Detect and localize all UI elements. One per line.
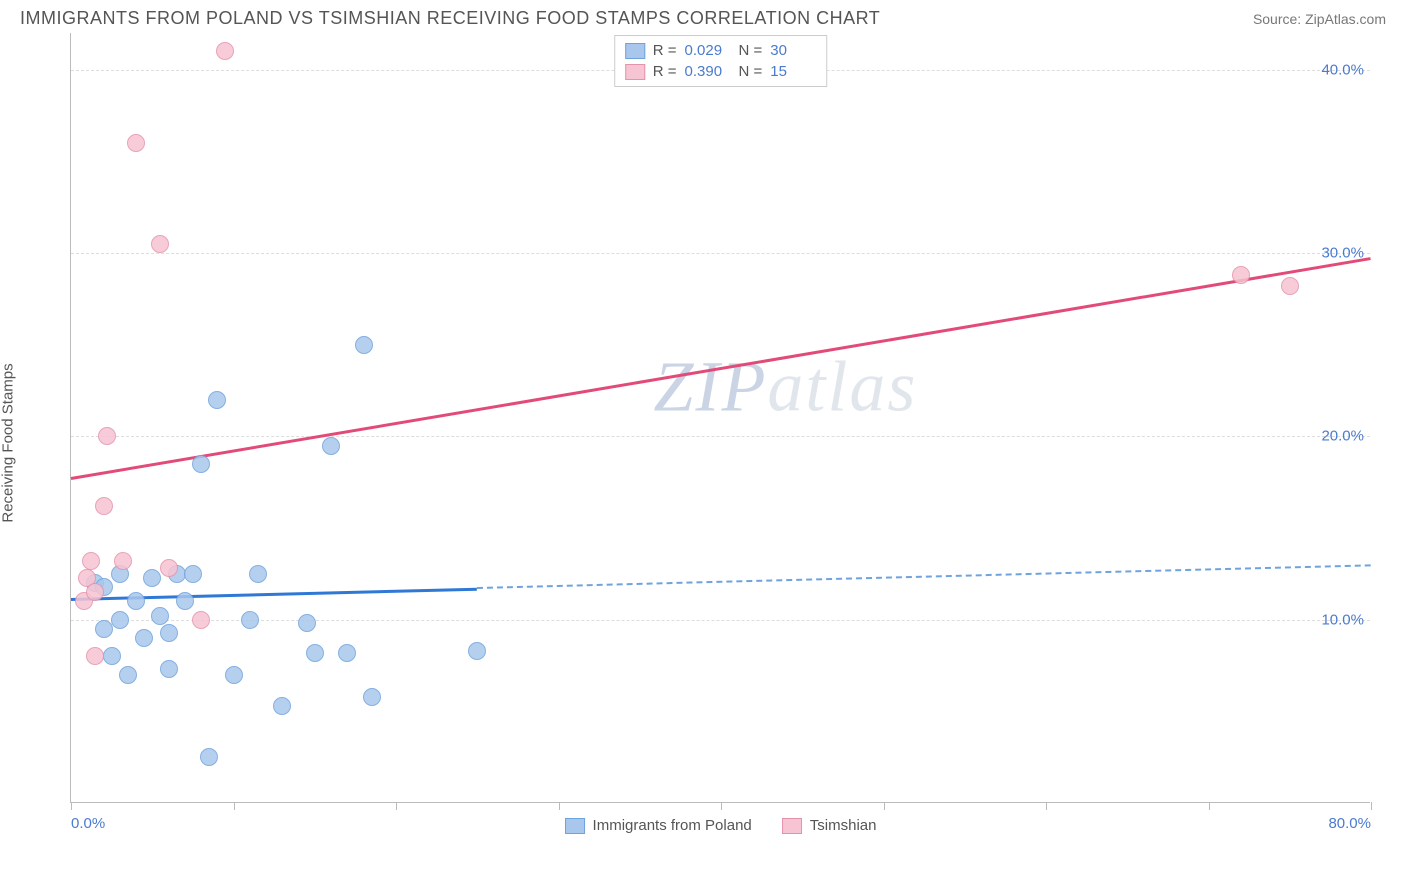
legend-row: R =0.390N =15 (625, 61, 817, 82)
x-tick (884, 802, 885, 810)
trend-line (477, 565, 1371, 590)
plot-region: ZIPatlas 10.0%20.0%30.0%40.0%0.0%80.0%R … (70, 33, 1370, 803)
legend-item: Tsimshian (782, 817, 877, 834)
data-point (338, 644, 356, 662)
chart-area: Receiving Food Stamps ZIPatlas 10.0%20.0… (20, 33, 1386, 853)
data-point (95, 497, 113, 515)
data-point (208, 391, 226, 409)
data-point (225, 666, 243, 684)
data-point (111, 611, 129, 629)
data-point (103, 647, 121, 665)
data-point (160, 559, 178, 577)
x-tick (396, 802, 397, 810)
y-tick-label: 20.0% (1321, 428, 1364, 445)
gridline (71, 253, 1370, 254)
x-tick (234, 802, 235, 810)
data-point (86, 583, 104, 601)
data-point (298, 614, 316, 632)
data-point (200, 748, 218, 766)
x-tick (1371, 802, 1372, 810)
x-tick (559, 802, 560, 810)
x-tick (1209, 802, 1210, 810)
data-point (95, 620, 113, 638)
data-point (273, 697, 291, 715)
chart-header: IMMIGRANTS FROM POLAND VS TSIMSHIAN RECE… (0, 0, 1406, 33)
data-point (184, 565, 202, 583)
data-point (176, 592, 194, 610)
data-point (160, 660, 178, 678)
data-point (135, 629, 153, 647)
legend-stats: R =0.029N =30R =0.390N =15 (614, 35, 828, 87)
data-point (249, 565, 267, 583)
data-point (114, 552, 132, 570)
x-tick-label: 80.0% (1328, 815, 1371, 832)
x-tick-label: 0.0% (71, 815, 105, 832)
legend-swatch (782, 818, 802, 834)
data-point (127, 592, 145, 610)
source-link[interactable]: ZipAtlas.com (1305, 11, 1386, 27)
legend-swatch (625, 43, 645, 59)
data-point (119, 666, 137, 684)
legend-series: Immigrants from Poland Tsimshian (565, 817, 877, 834)
data-point (82, 552, 100, 570)
data-point (192, 611, 210, 629)
data-point (355, 336, 373, 354)
legend-swatch (625, 64, 645, 80)
data-point (160, 624, 178, 642)
data-point (241, 611, 259, 629)
data-point (98, 427, 116, 445)
gridline (71, 436, 1370, 437)
data-point (151, 607, 169, 625)
data-point (363, 688, 381, 706)
data-point (143, 569, 161, 587)
y-tick-label: 10.0% (1321, 611, 1364, 628)
y-axis-label: Receiving Food Stamps (0, 363, 17, 522)
data-point (86, 647, 104, 665)
legend-label: Immigrants from Poland (593, 817, 752, 834)
data-point (192, 455, 210, 473)
legend-item: Immigrants from Poland (565, 817, 752, 834)
x-tick (71, 802, 72, 810)
source-attribution: Source: ZipAtlas.com (1253, 11, 1386, 27)
legend-row: R =0.029N =30 (625, 40, 817, 61)
data-point (306, 644, 324, 662)
gridline (71, 620, 1370, 621)
legend-label: Tsimshian (810, 817, 877, 834)
data-point (216, 42, 234, 60)
data-point (1281, 277, 1299, 295)
data-point (1232, 266, 1250, 284)
y-tick-label: 40.0% (1321, 61, 1364, 78)
x-tick (721, 802, 722, 810)
data-point (127, 134, 145, 152)
data-point (151, 235, 169, 253)
data-point (468, 642, 486, 660)
x-tick (1046, 802, 1047, 810)
data-point (322, 437, 340, 455)
trend-line (71, 257, 1371, 480)
legend-swatch (565, 818, 585, 834)
chart-title: IMMIGRANTS FROM POLAND VS TSIMSHIAN RECE… (20, 8, 880, 29)
